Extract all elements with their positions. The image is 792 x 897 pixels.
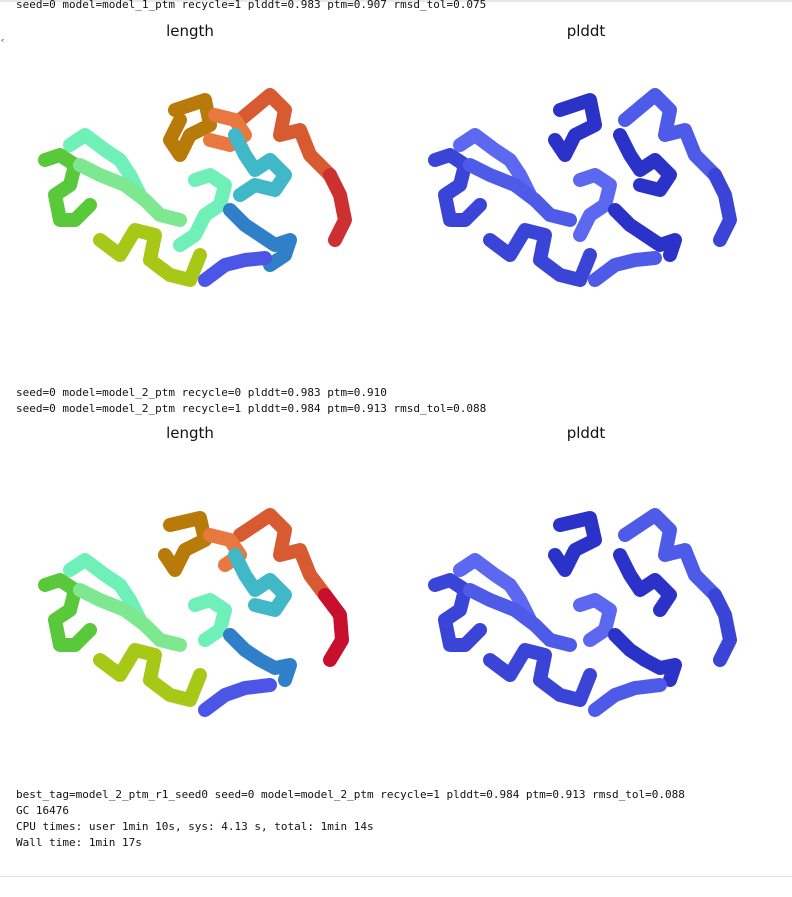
chain-segment [233, 88, 337, 182]
chain-segment [428, 573, 487, 652]
figure1-right-title: plddt [566, 22, 606, 40]
chain-segment [708, 168, 737, 247]
chain-segment [483, 643, 597, 707]
figure2-right-title: plddt [566, 424, 606, 442]
figure1-plddt-structure-plot [420, 80, 760, 300]
log-line-best: best_tag=model_2_ptm_r1_seed0 seed=0 mod… [16, 788, 685, 801]
chain-segment [573, 168, 617, 242]
figure1-plddt-svg [428, 88, 737, 287]
chain-segment [573, 593, 617, 647]
chain-segment [323, 168, 352, 247]
figure1-left-title: length [166, 22, 214, 40]
chain-segment [708, 588, 737, 667]
log-line-wall: Wall time: 1min 17s [16, 836, 142, 849]
chain-segment [203, 108, 252, 152]
chain-segment [73, 158, 187, 227]
chain-segment [233, 508, 332, 602]
chain-segment [38, 148, 97, 227]
chain-segment [483, 223, 597, 287]
chain-segment [198, 678, 277, 717]
chain-segment [223, 203, 297, 272]
figure1-length-structure-plot [30, 80, 370, 300]
chain-segment [618, 508, 722, 602]
chain-segment [613, 128, 677, 197]
chain-segment [63, 128, 147, 202]
chain-segment [93, 223, 207, 287]
figure2-length-svg [38, 508, 349, 717]
chain-segment [608, 203, 682, 262]
log-line-run2b: seed=0 model=model_2_ptm recycle=1 plddt… [16, 402, 487, 415]
chain-segment [463, 158, 577, 227]
figure1-length-svg [38, 88, 352, 287]
chain-segment [618, 88, 722, 182]
figure2-plddt-svg [428, 508, 737, 717]
collapse-caret-icon[interactable]: ˂ [0, 39, 5, 50]
cell-top-border [0, 0, 792, 2]
chain-segment [228, 128, 292, 202]
chain-segment [318, 588, 349, 667]
chain-segment [173, 168, 232, 252]
log-line-run1: seed=0 model=model_1_ptm recycle=1 plddt… [16, 0, 487, 11]
cell-bottom-border [0, 876, 792, 877]
chain-segment [163, 93, 217, 162]
chain-segment [453, 553, 537, 627]
chain-segment [188, 593, 232, 647]
figure2-plddt-structure-plot [420, 500, 760, 720]
chain-segment [548, 511, 602, 577]
chain-segment [73, 583, 187, 652]
chain-segment [463, 583, 577, 652]
chain-segment [453, 128, 537, 202]
chain-segment [588, 678, 667, 717]
chain-segment [198, 251, 272, 287]
log-line-gc: GC 16476 [16, 804, 69, 817]
chain-segment [588, 251, 662, 287]
log-line-cpu: CPU times: user 1min 10s, sys: 4.13 s, t… [16, 820, 374, 833]
chain-segment [548, 93, 602, 162]
chain-segment [613, 548, 677, 617]
chain-segment [228, 548, 292, 617]
log-line-run2a: seed=0 model=model_2_ptm recycle=0 plddt… [16, 386, 387, 399]
chain-segment [428, 148, 487, 227]
figure2-length-structure-plot [30, 500, 370, 720]
chain-segment [93, 643, 207, 707]
figure2-left-title: length [166, 424, 214, 442]
chain-segment [63, 553, 147, 627]
chain-segment [223, 628, 297, 687]
chain-segment [608, 628, 682, 687]
chain-segment [38, 573, 97, 652]
chain-segment [158, 511, 212, 577]
